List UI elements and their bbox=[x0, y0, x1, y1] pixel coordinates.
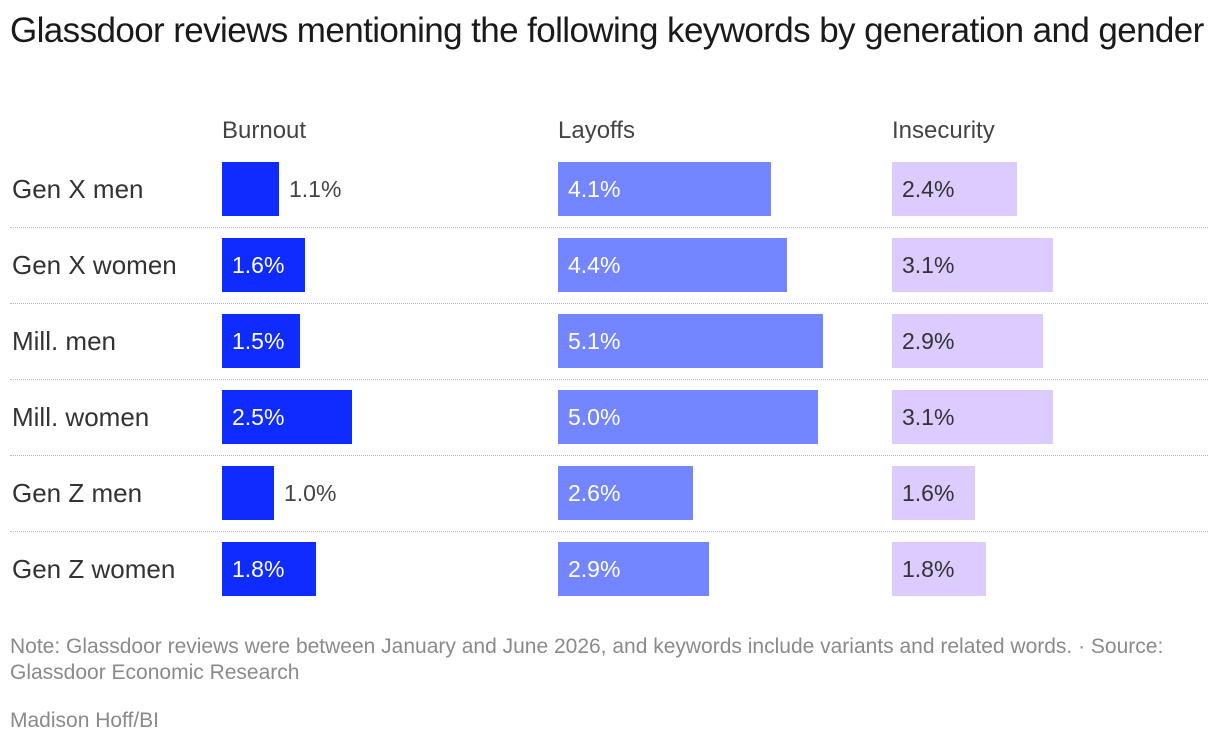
bar-burnout bbox=[222, 466, 274, 520]
row-label: Gen X men bbox=[12, 174, 144, 204]
row-label: Gen X women bbox=[12, 250, 177, 280]
data-label: 2.6% bbox=[568, 480, 621, 506]
bar-insecurity bbox=[892, 542, 986, 596]
bar-layoffs bbox=[558, 162, 771, 216]
column-header-burnout: Burnout bbox=[222, 117, 307, 144]
data-label: 1.5% bbox=[232, 328, 285, 354]
bar-insecurity bbox=[892, 390, 1053, 444]
data-label: 1.1% bbox=[289, 176, 342, 202]
data-label: 2.9% bbox=[568, 556, 621, 582]
data-label: 5.0% bbox=[568, 404, 621, 430]
data-label: 2.9% bbox=[902, 328, 955, 354]
data-label: 3.1% bbox=[902, 404, 955, 430]
row-divider bbox=[10, 227, 1208, 228]
bar-layoffs bbox=[558, 238, 787, 292]
data-label: 2.4% bbox=[902, 176, 955, 202]
data-label: 1.8% bbox=[902, 556, 955, 582]
bar-burnout bbox=[222, 390, 352, 444]
column-header-insecurity: Insecurity bbox=[892, 117, 995, 144]
bar-burnout bbox=[222, 314, 300, 368]
row-label: Mill. women bbox=[12, 402, 150, 432]
bar-layoffs bbox=[558, 542, 709, 596]
chart-title: Glassdoor reviews mentioning the followi… bbox=[10, 11, 1204, 50]
row-label: Gen Z women bbox=[12, 554, 176, 584]
column-header-layoffs: Layoffs bbox=[558, 117, 635, 144]
data-label: 2.5% bbox=[232, 404, 285, 430]
data-label: 5.1% bbox=[568, 328, 621, 354]
row-label: Mill. men bbox=[12, 326, 117, 356]
row-label: Gen Z men bbox=[12, 478, 143, 508]
bar-insecurity bbox=[892, 466, 975, 520]
bar-burnout bbox=[222, 238, 305, 292]
row-divider bbox=[10, 455, 1208, 456]
bar-insecurity bbox=[892, 314, 1043, 368]
chart-credit: Madison Hoff/BI bbox=[10, 709, 160, 732]
data-label: 1.6% bbox=[232, 252, 285, 278]
data-label: 4.1% bbox=[568, 176, 621, 202]
data-label: 4.4% bbox=[568, 252, 621, 278]
bar-layoffs bbox=[558, 466, 693, 520]
row-divider bbox=[10, 379, 1208, 380]
data-label: 1.8% bbox=[232, 556, 285, 582]
bar-burnout bbox=[222, 162, 279, 216]
data-label: 1.6% bbox=[902, 480, 955, 506]
data-label: 1.0% bbox=[284, 480, 337, 506]
row-divider bbox=[10, 303, 1208, 304]
bar-insecurity bbox=[892, 162, 1017, 216]
bar-layoffs bbox=[558, 390, 818, 444]
row-divider bbox=[10, 531, 1208, 532]
bar-insecurity bbox=[892, 238, 1053, 292]
chart-note: Note: Glassdoor reviews were between Jan… bbox=[10, 635, 1164, 684]
bar-burnout bbox=[222, 542, 316, 596]
bar-layoffs bbox=[558, 314, 823, 368]
data-label: 3.1% bbox=[902, 252, 955, 278]
